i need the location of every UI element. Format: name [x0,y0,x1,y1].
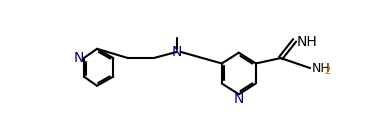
Text: N: N [172,45,182,59]
Text: N: N [233,92,244,106]
Text: NH: NH [312,62,330,75]
Text: N: N [73,51,84,65]
Text: NH: NH [297,35,318,49]
Text: 2: 2 [324,66,330,76]
